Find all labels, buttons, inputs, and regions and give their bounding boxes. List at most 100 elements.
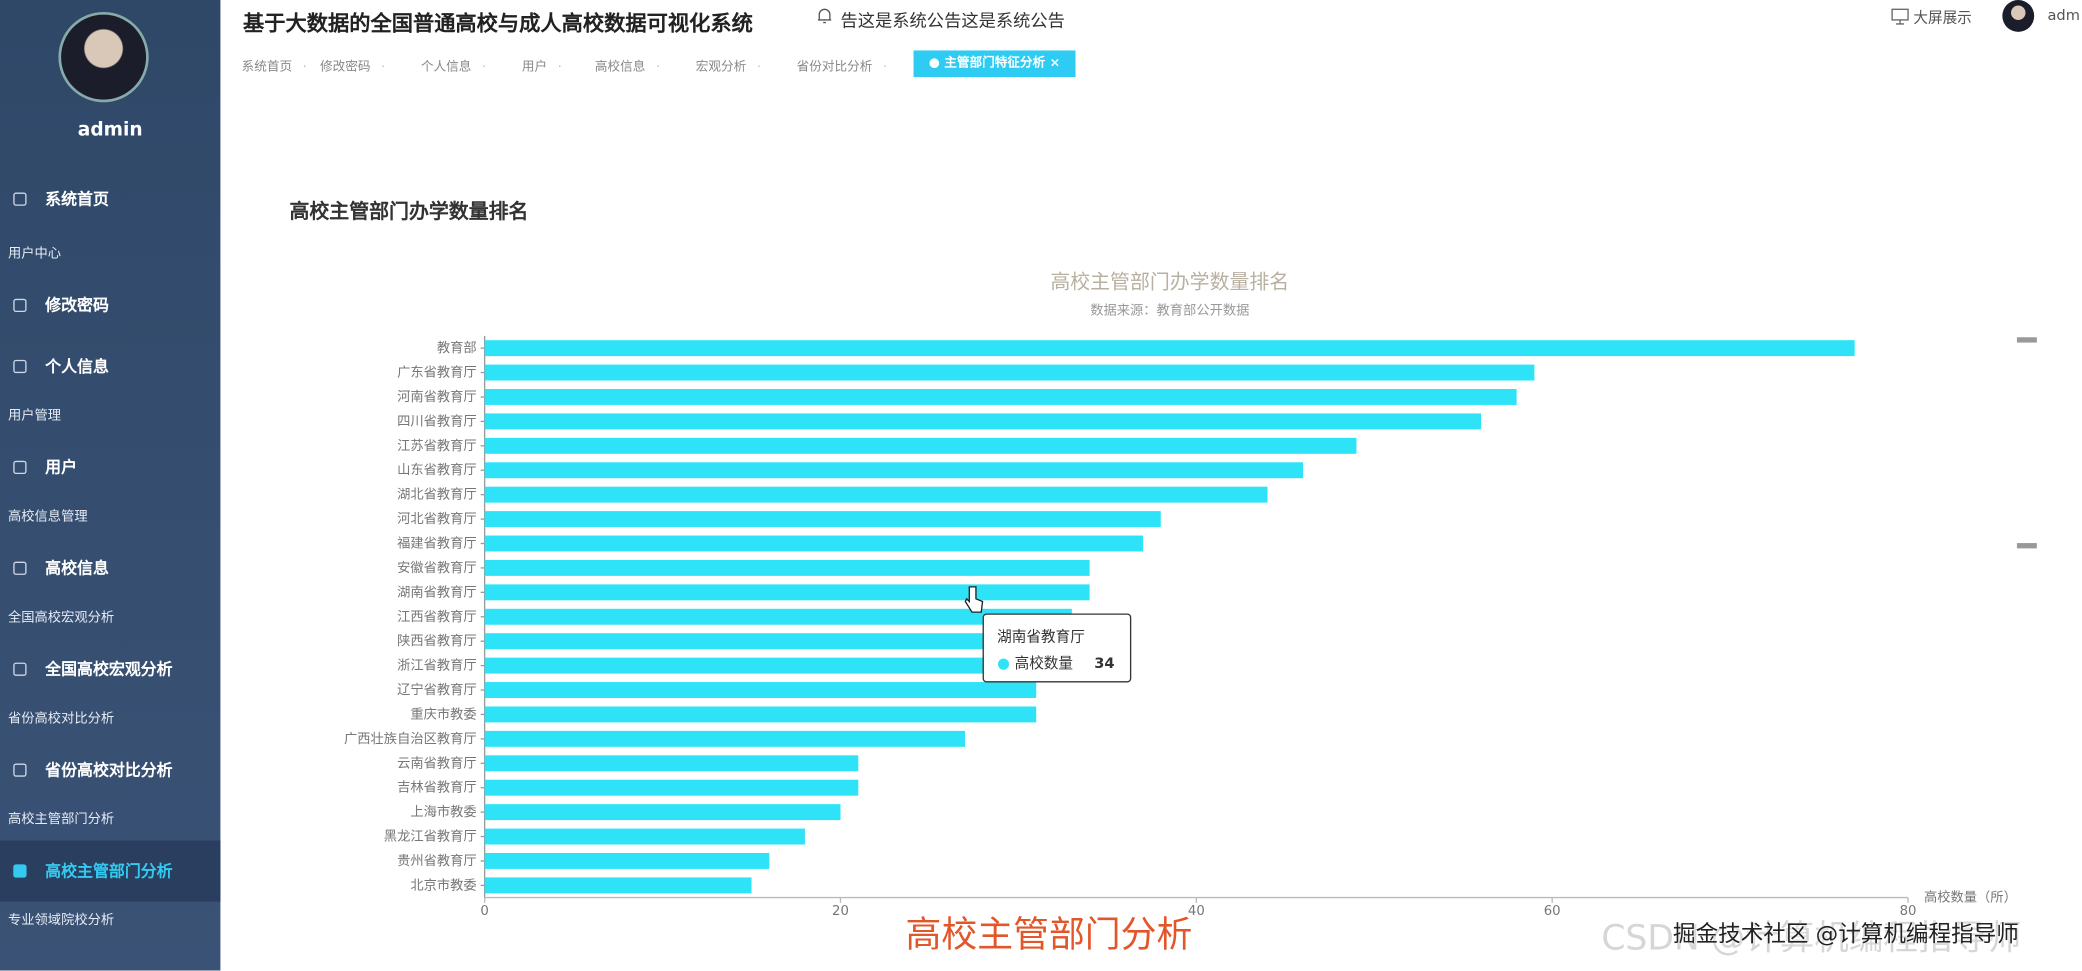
menu-item[interactable]: 用户 bbox=[0, 437, 220, 498]
tooltip-row: ● 高校数量 34 bbox=[997, 654, 1115, 672]
menu-item[interactable]: 个人信息 bbox=[0, 336, 220, 397]
header-title: 基于大数据的全国普通高校与成人高校数据可视化系统 bbox=[242, 10, 753, 36]
menu-group: 高校主管部门分析 高校主管部门分析 bbox=[0, 801, 221, 902]
menu-item[interactable]: 全国高校宏观分析 bbox=[0, 639, 220, 700]
menu-label: 修改密码 bbox=[45, 296, 109, 315]
y-tick-label: 重庆市教委 bbox=[410, 705, 476, 722]
group-title: 全国高校宏观分析 bbox=[7, 610, 115, 626]
active-tab[interactable]: ● 主管部门特征分析 × bbox=[913, 50, 1076, 78]
bar bbox=[484, 584, 1090, 601]
menu-group: 全国高校宏观分析 全国高校宏观分析 bbox=[0, 599, 220, 700]
tab[interactable]: 系统首页 bbox=[242, 56, 307, 75]
y-tick-label: 浙江省教育厅 bbox=[397, 658, 477, 674]
bar bbox=[484, 755, 859, 772]
y-tick-label: 湖南省教育厅 bbox=[397, 584, 477, 600]
menu-group: 省份高校对比分析 省份高校对比分析 bbox=[0, 700, 220, 801]
menu-label: 全国高校宏观分析 bbox=[45, 659, 173, 679]
y-tick-label: 广西壮族自治区教育厅 bbox=[344, 731, 477, 747]
header-user[interactable]: adm bbox=[2047, 6, 2080, 24]
bar bbox=[484, 877, 752, 894]
bar bbox=[484, 852, 770, 869]
menu-groups: 用户中心 修改密码 个人信息 用户管理 用户 高校信息管理 高校信息 全国高校宏观分析 全国高校… bbox=[0, 235, 221, 942]
notice: 告这是系统公告这是系统公告 bbox=[840, 11, 1065, 32]
bell-icon bbox=[817, 8, 832, 24]
menu-group: 专业领域院校分析 bbox=[0, 902, 220, 942]
x-tick-label: 20 bbox=[832, 904, 849, 919]
menu-item[interactable]: 修改密码 bbox=[0, 275, 220, 336]
y-tick-label: 江西省教育厅 bbox=[397, 609, 477, 625]
group-title: 高校信息管理 bbox=[7, 509, 88, 525]
menu-item[interactable]: 高校信息 bbox=[0, 538, 220, 599]
y-tick-label: 贵州省教育厅 bbox=[397, 853, 477, 869]
group-title: 省份高校对比分析 bbox=[7, 711, 115, 727]
tab[interactable]: 省份对比分析 bbox=[797, 56, 887, 75]
bar bbox=[484, 486, 1268, 503]
menu-item[interactable]: 高校主管部门分析 bbox=[0, 840, 221, 902]
y-tick-label: 上海市教委 bbox=[410, 803, 476, 820]
tooltip-series: 高校数量 bbox=[1014, 654, 1074, 672]
tab[interactable]: 个人信息 bbox=[421, 56, 486, 75]
x-tick-label: 80 bbox=[1900, 904, 1917, 919]
bar bbox=[484, 779, 859, 796]
menu-icon bbox=[13, 763, 27, 777]
menu-label: 个人信息 bbox=[45, 357, 109, 376]
chart-subtitle: 数据来源：教育部公开数据 bbox=[1090, 303, 1249, 319]
tab-label: 主管部门特征分析 bbox=[944, 55, 1046, 71]
y-tick-label: 吉林省教育厅 bbox=[397, 780, 477, 796]
caption: 高校主管部门分析 bbox=[905, 914, 1193, 957]
menu-icon bbox=[13, 864, 27, 878]
menu-icon bbox=[13, 460, 27, 475]
menu-icon bbox=[13, 359, 27, 374]
tooltip-value: 34 bbox=[1094, 654, 1115, 672]
y-tick-label: 北京市教委 bbox=[410, 876, 476, 893]
bar bbox=[484, 437, 1357, 454]
y-tick-label: 安徽省教育厅 bbox=[397, 560, 477, 576]
y-tick-label: 辽宁省教育厅 bbox=[397, 681, 477, 698]
y-tick-label: 陕西省教育厅 bbox=[397, 633, 477, 649]
menu-group: 用户中心修改密码个人信息 bbox=[0, 235, 220, 397]
y-tick-label: 湖北省教育厅 bbox=[397, 487, 477, 503]
user-name: admin bbox=[77, 119, 143, 141]
avatar[interactable] bbox=[58, 11, 149, 103]
menu-label: 高校信息 bbox=[45, 559, 109, 578]
zoom-handle[interactable] bbox=[2016, 337, 2037, 343]
menu-item[interactable]: 省份高校对比分析 bbox=[0, 740, 220, 801]
group-title: 专业领域院校分析 bbox=[7, 913, 115, 929]
header-avatar[interactable] bbox=[2002, 0, 2035, 32]
bar bbox=[484, 389, 1517, 405]
bar bbox=[484, 657, 1055, 674]
tab[interactable]: 用户 bbox=[522, 56, 562, 75]
y-tick-label: 黑龙江省教育厅 bbox=[384, 829, 477, 845]
bar bbox=[484, 535, 1143, 552]
zoom-handle[interactable] bbox=[2016, 543, 2037, 549]
tab[interactable]: 宏观分析 bbox=[696, 56, 761, 75]
watermark: 掘金技术社区 @计算机编程指导师 bbox=[1673, 921, 2019, 949]
screen-icon bbox=[1891, 8, 1909, 25]
menu-item[interactable]: 系统首页 bbox=[0, 169, 220, 230]
bar bbox=[484, 706, 1037, 723]
bar bbox=[484, 804, 841, 821]
bar bbox=[484, 413, 1482, 430]
screen-link[interactable]: 大屏展示 bbox=[1913, 9, 1972, 27]
tab[interactable]: 高校信息 bbox=[595, 56, 660, 75]
x-tick-label: 0 bbox=[480, 904, 488, 919]
tab[interactable]: 修改密码 bbox=[320, 56, 385, 75]
menu-group: 用户管理 用户 bbox=[0, 397, 220, 498]
group-title: 用户中心 bbox=[7, 246, 62, 262]
menu-label: 高校主管部门分析 bbox=[45, 861, 173, 881]
tooltip: 湖南省教育厅 ● 高校数量 34 bbox=[982, 613, 1132, 683]
y-tick-label: 云南省教育厅 bbox=[397, 755, 477, 771]
bar bbox=[484, 633, 1072, 650]
x-tick-label: 60 bbox=[1544, 904, 1561, 919]
y-tick-label: 河南省教育厅 bbox=[397, 389, 477, 405]
menu-icon bbox=[13, 561, 27, 575]
chart-title: 高校主管部门办学数量排名 bbox=[1050, 270, 1289, 293]
bar bbox=[484, 828, 805, 845]
group-title: 高校主管部门分析 bbox=[7, 812, 115, 828]
x-axis-label: 高校数量（所） bbox=[1924, 889, 2017, 906]
y-tick-label: 四川省教育厅 bbox=[397, 413, 477, 429]
y-tick-label: 河北省教育厅 bbox=[397, 511, 477, 527]
bar bbox=[484, 462, 1304, 479]
